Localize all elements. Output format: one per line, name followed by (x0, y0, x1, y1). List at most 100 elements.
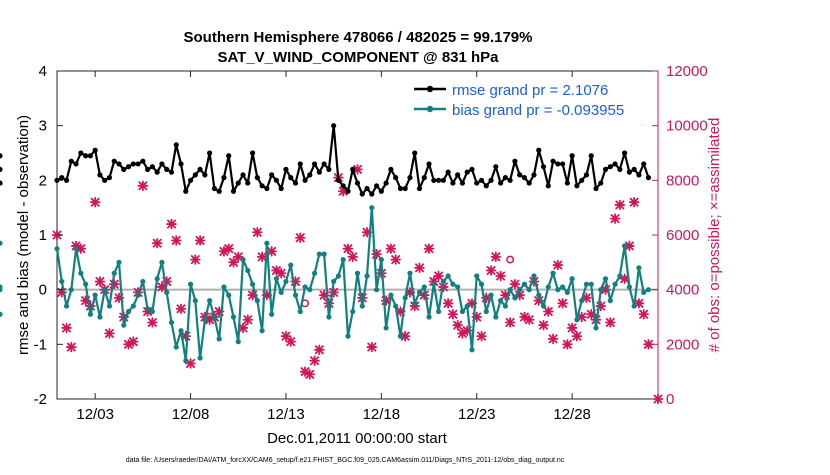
plot-area (56, 70, 659, 400)
bias-point (536, 292, 542, 298)
bias-point (464, 303, 470, 309)
bias-point (307, 287, 313, 293)
legend-rmse-label: rmse grand pr = 2.1076 (452, 82, 608, 99)
bias-point (478, 281, 485, 287)
rmse-point (517, 172, 523, 178)
y-tick-label-left: 4 (39, 63, 47, 80)
y-tick-label-left: 1 (39, 227, 47, 244)
rmse-point (63, 177, 70, 183)
rmse-point (140, 158, 146, 164)
obs-assimilated-marker (557, 298, 568, 309)
rmse-point (245, 180, 251, 186)
rmse-point (0, 166, 3, 172)
rmse-point (302, 177, 308, 183)
rmse-point (531, 172, 537, 178)
obs-assimilated-marker (547, 333, 559, 345)
bias-point (97, 314, 103, 320)
y-tick-label-right: 8000 (666, 172, 699, 189)
bias-point (259, 328, 265, 334)
rmse-point (388, 166, 394, 172)
rmse-point (593, 185, 599, 192)
obs-assimilated-marker (490, 251, 502, 263)
x-axis-label: Dec.01,2011 00:00:00 start (267, 430, 448, 447)
y-tick-label-left: 0 (39, 282, 47, 299)
bias-point (593, 325, 599, 331)
obs-assimilated-marker (609, 213, 621, 224)
rmse-point (207, 150, 213, 156)
obs-assimilated-marker (476, 330, 487, 342)
bias-point (269, 311, 275, 317)
bias-point (278, 289, 284, 295)
footer-data-file: data file: /Users/raeder/DAI/ATM_forcXX/… (126, 457, 565, 464)
bias-point (316, 251, 322, 257)
rmse-point (230, 188, 237, 194)
bias-point (68, 287, 74, 293)
y-tick-label-right: 10000 (666, 118, 708, 135)
bias-point (416, 289, 423, 295)
bias-point (421, 284, 427, 290)
bias-point (431, 281, 437, 287)
bias-point (373, 287, 380, 293)
bias-point (459, 308, 466, 315)
bias-point (168, 319, 175, 326)
obs-assimilated-marker (175, 303, 187, 315)
obs-count-layer (51, 164, 664, 405)
obs-possible-marker (506, 255, 515, 264)
rmse-point (259, 183, 265, 189)
bias-point (326, 314, 332, 320)
rmse-point (407, 175, 413, 181)
rmse-point (59, 175, 65, 181)
bias-point (78, 270, 84, 276)
rmse-point (378, 188, 384, 194)
rmse-point (445, 169, 451, 175)
bias-point (359, 303, 365, 309)
bias-point (440, 278, 446, 285)
bias-point (574, 317, 580, 323)
bias-point (626, 284, 632, 290)
obs-assimilated-marker (566, 322, 578, 334)
rmse-point (545, 183, 551, 189)
obs-assimilated-marker (171, 235, 182, 246)
bias-point (145, 306, 151, 312)
obs-assimilated-marker (190, 254, 201, 265)
rmse-point (102, 177, 108, 183)
rmse-point (297, 161, 303, 167)
bias-point (393, 303, 399, 309)
rmse-point (331, 123, 337, 129)
bias-point (540, 303, 547, 309)
rmse-point (631, 166, 637, 172)
obs-assimilated-marker (104, 328, 115, 339)
rmse-point (111, 158, 117, 164)
rmse-point (431, 177, 437, 183)
obs-assimilated-marker (342, 243, 354, 254)
y-tick-label-right: 4000 (666, 282, 699, 299)
obs-assimilated-marker (433, 270, 444, 282)
obs-assimilated-marker (314, 344, 325, 356)
bias-point (483, 308, 489, 315)
bias-point (397, 333, 404, 339)
rmse-point (326, 166, 332, 172)
bias-point (583, 281, 590, 287)
rmse-point (440, 177, 446, 183)
bias-point (254, 298, 260, 304)
bias-point (617, 273, 623, 279)
obs-assimilated-marker (347, 251, 358, 263)
rmse-point (164, 166, 170, 172)
bias-point (59, 278, 65, 285)
rmse-point (125, 164, 132, 170)
rmse-point (602, 166, 609, 172)
x-tick-label: 12/03 (76, 406, 114, 423)
rmse-point (373, 183, 380, 189)
obs-assimilated-marker (423, 243, 435, 254)
bias-point (149, 308, 155, 315)
rmse-point (316, 169, 322, 175)
rmse-point (393, 175, 399, 181)
bias-point (125, 308, 132, 315)
rmse-point (159, 161, 165, 167)
rmse-point (106, 175, 113, 181)
obs-assimilated-marker (447, 309, 459, 320)
obs-assimilated-marker (66, 341, 77, 353)
bias-point (488, 292, 494, 298)
rmse-point (416, 185, 423, 192)
obs-assimilated-marker (223, 243, 234, 254)
